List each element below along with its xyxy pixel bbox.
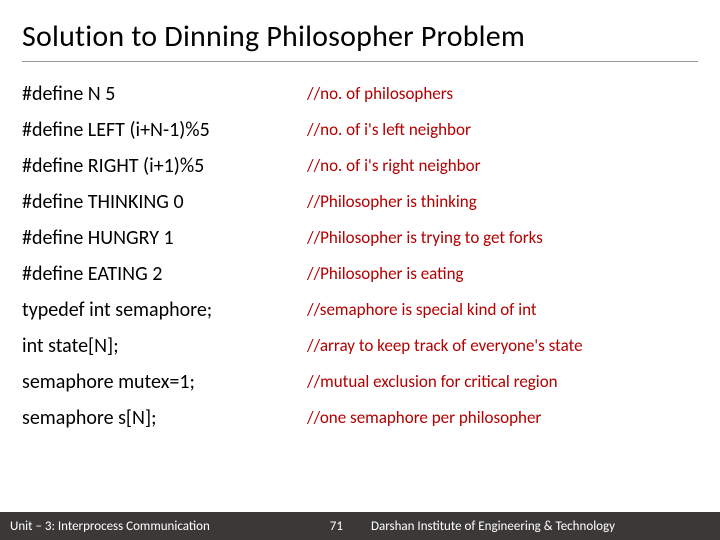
slide-title: Solution to Dinning Philosopher Problem — [22, 18, 698, 62]
footer-unit: Unit – 3: Interprocess Communication — [10, 519, 210, 534]
code-line: int state[N]; — [22, 328, 297, 364]
code-line: #define LEFT (i+N-1)%5 — [22, 112, 297, 148]
comment-line: //Philosopher is eating — [307, 256, 698, 292]
comment-line: //no. of i's right neighbor — [307, 148, 698, 184]
code-line: #define THINKING 0 — [22, 184, 297, 220]
code-line: typedef int semaphore; — [22, 292, 297, 328]
comment-line: //mutual exclusion for critical region — [307, 364, 698, 400]
code-line: #define RIGHT (i+1)%5 — [22, 148, 297, 184]
comment-line: //no. of philosophers — [307, 76, 698, 112]
code-line: #define EATING 2 — [22, 256, 297, 292]
code-line: semaphore s[N]; — [22, 400, 297, 436]
comment-line: //Philosopher is trying to get forks — [307, 220, 698, 256]
comment-line: //semaphore is special kind of int — [307, 292, 698, 328]
footer-bar: Unit – 3: Interprocess Communication 71 … — [0, 512, 720, 540]
content-area: #define N 5 #define LEFT (i+N-1)%5 #defi… — [22, 76, 698, 436]
code-line: semaphore mutex=1; — [22, 364, 297, 400]
comment-line: //Philosopher is thinking — [307, 184, 698, 220]
comment-line: //one semaphore per philosopher — [307, 400, 698, 436]
comment-line: //array to keep track of everyone's stat… — [307, 328, 698, 364]
slide: Solution to Dinning Philosopher Problem … — [0, 0, 720, 540]
comment-column: //no. of philosophers //no. of i's left … — [307, 76, 698, 436]
code-line: #define HUNGRY 1 — [22, 220, 297, 256]
comment-line: //no. of i's left neighbor — [307, 112, 698, 148]
code-column: #define N 5 #define LEFT (i+N-1)%5 #defi… — [22, 76, 297, 436]
footer-page-number: 71 — [330, 519, 343, 534]
code-line: #define N 5 — [22, 76, 297, 112]
footer-institute: Darshan Institute of Engineering & Techn… — [371, 519, 710, 534]
